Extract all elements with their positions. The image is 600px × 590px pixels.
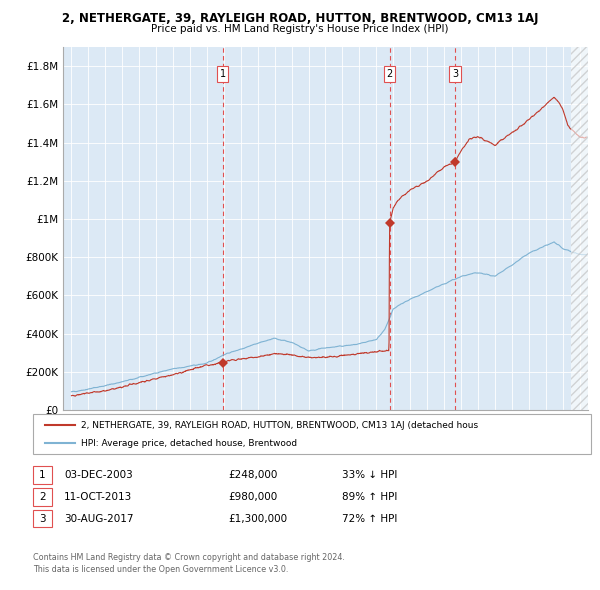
Text: HPI: Average price, detached house, Brentwood: HPI: Average price, detached house, Bren…: [81, 438, 297, 448]
Text: 2: 2: [386, 69, 392, 79]
Text: 3: 3: [452, 69, 458, 79]
Text: 2: 2: [39, 492, 46, 502]
Text: 3: 3: [39, 514, 46, 523]
Text: 2, NETHERGATE, 39, RAYLEIGH ROAD, HUTTON, BRENTWOOD, CM13 1AJ (detached hous: 2, NETHERGATE, 39, RAYLEIGH ROAD, HUTTON…: [81, 421, 478, 430]
Text: Contains HM Land Registry data © Crown copyright and database right 2024.: Contains HM Land Registry data © Crown c…: [33, 553, 345, 562]
Bar: [571, 47, 588, 410]
Text: 1: 1: [220, 69, 226, 79]
Text: 30-AUG-2017: 30-AUG-2017: [64, 514, 134, 523]
Text: 11-OCT-2013: 11-OCT-2013: [64, 492, 133, 502]
Text: Price paid vs. HM Land Registry's House Price Index (HPI): Price paid vs. HM Land Registry's House …: [151, 24, 449, 34]
Text: 03-DEC-2003: 03-DEC-2003: [64, 470, 133, 480]
Text: £980,000: £980,000: [228, 492, 277, 502]
Text: This data is licensed under the Open Government Licence v3.0.: This data is licensed under the Open Gov…: [33, 565, 289, 573]
Text: 33% ↓ HPI: 33% ↓ HPI: [342, 470, 397, 480]
Text: 1: 1: [39, 470, 46, 480]
Text: £248,000: £248,000: [228, 470, 277, 480]
Text: 72% ↑ HPI: 72% ↑ HPI: [342, 514, 397, 523]
Text: £1,300,000: £1,300,000: [228, 514, 287, 523]
Text: 89% ↑ HPI: 89% ↑ HPI: [342, 492, 397, 502]
Text: 2, NETHERGATE, 39, RAYLEIGH ROAD, HUTTON, BRENTWOOD, CM13 1AJ: 2, NETHERGATE, 39, RAYLEIGH ROAD, HUTTON…: [62, 12, 538, 25]
